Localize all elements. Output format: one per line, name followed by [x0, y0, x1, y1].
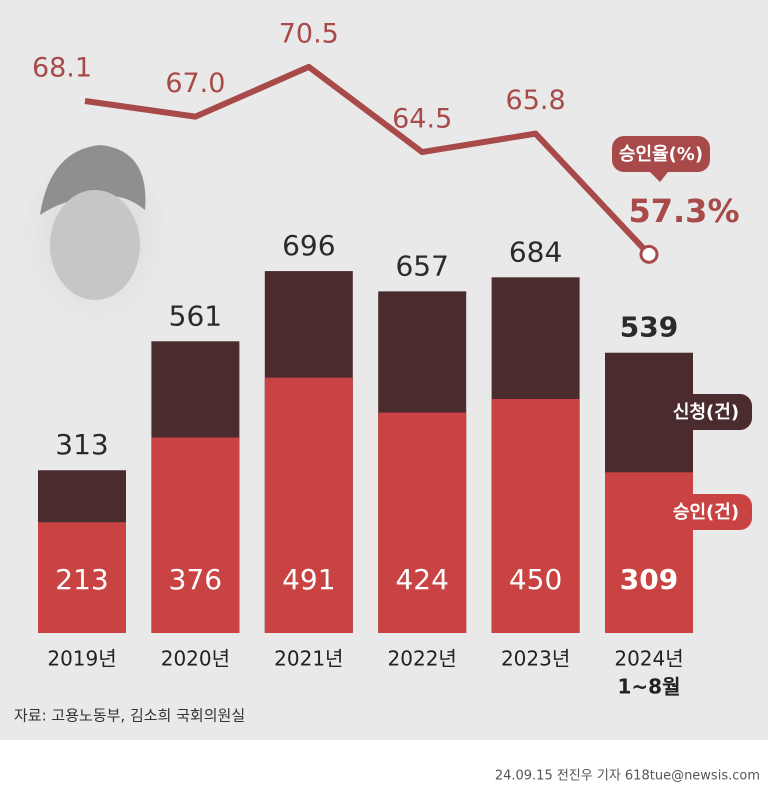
x-tick-label: 2020년 — [161, 647, 230, 671]
rate-label: 65.8 — [506, 85, 566, 116]
total-label: 657 — [395, 249, 448, 282]
x-tick-label: 2022년 — [388, 647, 457, 671]
x-tick-note: 1~8월 — [618, 675, 681, 699]
rate-point — [639, 244, 659, 264]
rate-label: 68.1 — [32, 52, 92, 83]
legend-rate: 승인율(%) — [619, 144, 703, 165]
total-label: 313 — [55, 428, 108, 461]
total-label: 539 — [620, 311, 678, 344]
rate-label: 70.5 — [279, 18, 339, 49]
approval-label: 309 — [620, 563, 678, 596]
x-tick-label: 2021년 — [274, 647, 343, 671]
total-label: 684 — [509, 235, 562, 268]
approval-bar — [151, 437, 240, 633]
rate-label: 57.3% — [628, 192, 739, 230]
approval-bar — [378, 412, 467, 633]
legend-application-pill — [660, 394, 752, 430]
rate-label: 67.0 — [165, 68, 225, 99]
x-tick-label: 2024년 — [614, 647, 683, 671]
approval-label: 424 — [395, 563, 448, 596]
legend-rate-pill — [612, 136, 710, 172]
approval-label: 450 — [509, 563, 562, 596]
legend-approval-pill — [660, 494, 752, 530]
approval-bar — [38, 522, 126, 633]
approval-label: 491 — [282, 563, 335, 596]
person-silhouette — [20, 145, 170, 345]
approval-bar — [491, 399, 580, 633]
approval-bar — [264, 377, 353, 633]
approval-label: 376 — [169, 563, 222, 596]
legend-pointer — [650, 172, 668, 182]
total-label: 561 — [169, 299, 222, 332]
legend-application: 신청(건) — [673, 402, 739, 423]
x-tick-label: 2023년 — [501, 647, 570, 671]
rate-line — [84, 63, 652, 257]
approval-label: 213 — [55, 563, 108, 596]
credit: 24.09.15 전진우 기자 618tue@newsis.com — [495, 769, 760, 784]
rate-label: 64.5 — [392, 104, 452, 135]
source: 자료: 고용노동부, 김소희 국회의원실 — [14, 707, 245, 725]
x-tick-label: 2019년 — [47, 647, 116, 671]
total-label: 696 — [282, 229, 335, 262]
legend-approval: 승인(건) — [673, 502, 739, 523]
